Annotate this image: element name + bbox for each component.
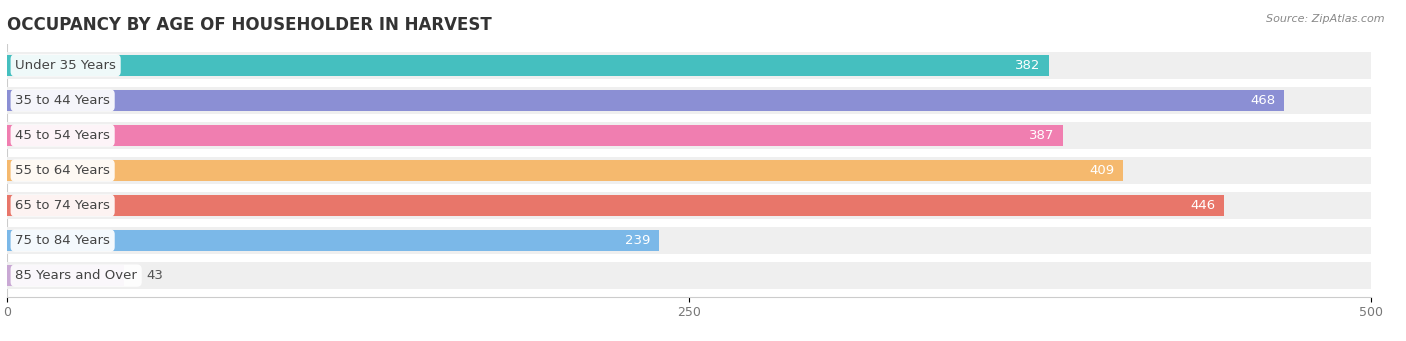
Text: Under 35 Years: Under 35 Years xyxy=(15,59,117,72)
Text: 409: 409 xyxy=(1090,164,1115,177)
Text: 239: 239 xyxy=(626,234,651,247)
Text: 446: 446 xyxy=(1191,199,1215,212)
Bar xyxy=(7,52,1371,78)
Bar xyxy=(7,266,124,286)
Bar xyxy=(7,90,1284,110)
Text: 75 to 84 Years: 75 to 84 Years xyxy=(15,234,110,247)
Text: 35 to 44 Years: 35 to 44 Years xyxy=(15,94,110,107)
Text: 65 to 74 Years: 65 to 74 Years xyxy=(15,199,110,212)
Bar xyxy=(7,195,1223,216)
Text: 45 to 54 Years: 45 to 54 Years xyxy=(15,129,110,142)
Text: 55 to 64 Years: 55 to 64 Years xyxy=(15,164,110,177)
Bar xyxy=(7,192,1371,219)
Text: 43: 43 xyxy=(146,269,163,282)
Bar xyxy=(7,87,1371,114)
Text: Source: ZipAtlas.com: Source: ZipAtlas.com xyxy=(1267,14,1385,24)
Text: OCCUPANCY BY AGE OF HOUSEHOLDER IN HARVEST: OCCUPANCY BY AGE OF HOUSEHOLDER IN HARVE… xyxy=(7,16,492,34)
Bar xyxy=(7,231,659,251)
Text: 382: 382 xyxy=(1015,59,1040,72)
Text: 468: 468 xyxy=(1250,94,1275,107)
Bar xyxy=(7,263,1371,289)
Bar xyxy=(7,122,1371,149)
Bar xyxy=(7,160,1122,181)
Text: 85 Years and Over: 85 Years and Over xyxy=(15,269,138,282)
Text: 387: 387 xyxy=(1029,129,1054,142)
Bar xyxy=(7,125,1063,146)
Bar xyxy=(7,227,1371,254)
Bar xyxy=(7,55,1049,75)
Bar xyxy=(7,157,1371,184)
